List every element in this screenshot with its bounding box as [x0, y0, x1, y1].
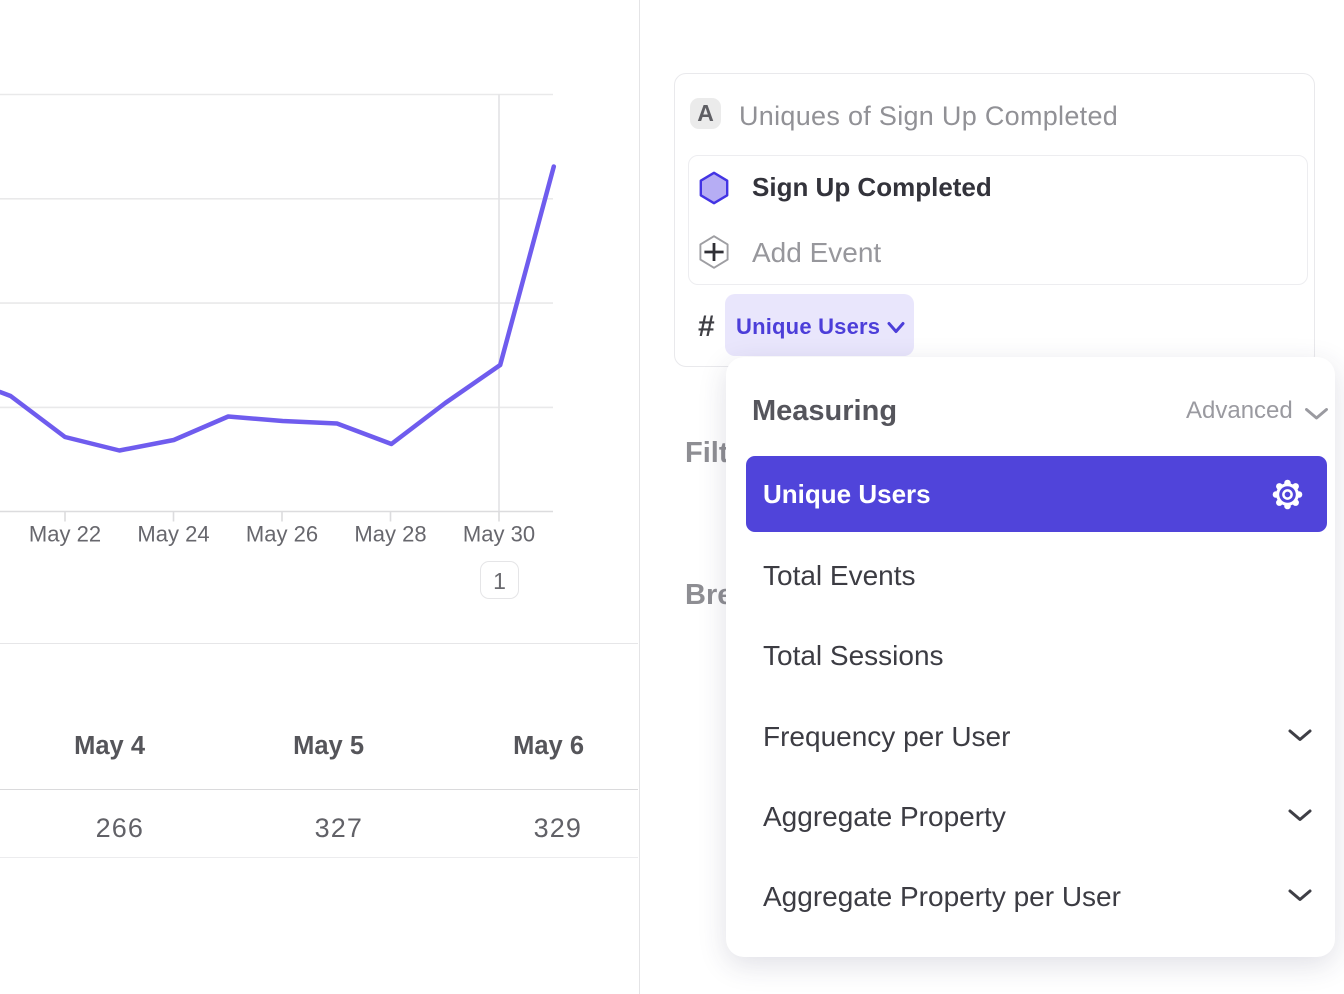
svg-text:May 22: May 22 [29, 522, 101, 547]
svg-text:May 30: May 30 [463, 522, 535, 547]
svg-text:May 26: May 26 [246, 522, 318, 547]
svg-text:May 28: May 28 [354, 522, 426, 547]
svg-text:May 24: May 24 [137, 522, 209, 547]
